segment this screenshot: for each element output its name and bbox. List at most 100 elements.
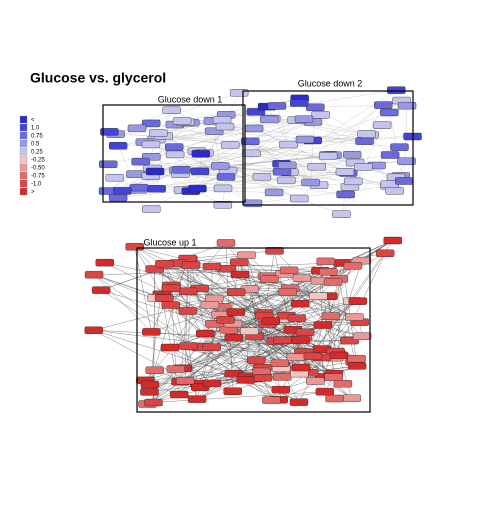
node xyxy=(330,352,348,359)
node xyxy=(247,357,265,364)
node xyxy=(324,279,342,286)
node xyxy=(237,376,255,383)
legend-label: -0.50 xyxy=(31,166,45,172)
node xyxy=(126,243,144,250)
node xyxy=(268,102,286,109)
node xyxy=(272,386,290,393)
node xyxy=(380,109,398,116)
node xyxy=(217,239,235,246)
edge xyxy=(277,106,288,145)
legend-label: -0.75 xyxy=(31,174,45,180)
node xyxy=(205,295,223,302)
node xyxy=(245,125,263,132)
node xyxy=(176,377,194,384)
node xyxy=(319,268,337,275)
node xyxy=(358,130,376,137)
legend-swatch xyxy=(20,124,27,131)
node xyxy=(292,337,310,344)
node xyxy=(290,399,308,406)
legend-swatch xyxy=(20,132,27,139)
legend-swatch xyxy=(20,140,27,147)
node xyxy=(265,189,283,196)
node xyxy=(213,116,231,123)
title: Glucose vs. glycerol xyxy=(30,70,166,86)
node xyxy=(308,163,326,170)
node xyxy=(217,173,235,180)
node xyxy=(309,293,327,300)
node xyxy=(356,138,374,145)
edge xyxy=(118,146,138,190)
legend-swatch xyxy=(20,180,27,187)
node xyxy=(130,184,148,191)
node xyxy=(260,276,278,283)
node xyxy=(225,334,243,341)
node xyxy=(132,158,150,165)
node xyxy=(203,344,221,351)
node xyxy=(173,117,191,124)
node xyxy=(203,380,221,387)
node xyxy=(201,301,219,308)
node xyxy=(128,125,146,132)
node xyxy=(304,353,322,360)
node xyxy=(291,300,309,307)
node xyxy=(188,396,206,403)
node xyxy=(325,374,343,381)
legend-swatch xyxy=(20,188,27,195)
node xyxy=(224,388,242,395)
node xyxy=(165,144,183,151)
node xyxy=(334,380,352,387)
node xyxy=(203,263,221,270)
node xyxy=(241,138,259,145)
node xyxy=(262,397,280,404)
node xyxy=(290,195,308,202)
legend-swatch xyxy=(20,156,27,163)
node xyxy=(99,161,117,168)
edge xyxy=(94,275,151,332)
node xyxy=(296,329,314,336)
node xyxy=(166,151,184,158)
node xyxy=(161,344,179,351)
node xyxy=(179,307,197,314)
node xyxy=(353,333,371,340)
node xyxy=(376,250,394,257)
node xyxy=(295,116,313,123)
node xyxy=(155,260,173,267)
node xyxy=(279,141,297,148)
node xyxy=(384,237,402,244)
node xyxy=(326,395,344,402)
node xyxy=(238,252,256,259)
node xyxy=(182,262,200,269)
node xyxy=(140,388,158,395)
node xyxy=(85,271,103,278)
legend: <1.00.750.50.25-0.25-0.50-0.75-1.0> xyxy=(20,116,45,196)
node xyxy=(144,399,162,406)
node xyxy=(191,168,209,175)
node xyxy=(244,200,262,207)
node xyxy=(317,258,335,265)
node xyxy=(271,360,289,367)
node xyxy=(288,315,306,322)
legend-label: 0.25 xyxy=(31,150,43,156)
node xyxy=(373,122,391,129)
node xyxy=(253,173,271,180)
node xyxy=(155,295,173,302)
node xyxy=(196,330,214,337)
node xyxy=(109,142,127,149)
node xyxy=(141,381,159,388)
legend-label: 0.75 xyxy=(31,134,43,140)
node xyxy=(395,177,413,184)
node xyxy=(273,373,291,380)
node xyxy=(337,191,355,198)
legend-swatch xyxy=(20,116,27,123)
node xyxy=(387,87,405,94)
node xyxy=(316,388,334,395)
node xyxy=(227,309,245,316)
node xyxy=(221,141,239,148)
node xyxy=(227,289,245,296)
node xyxy=(278,162,296,169)
node xyxy=(279,288,297,295)
node xyxy=(167,366,185,373)
legend-label: < xyxy=(31,118,35,124)
